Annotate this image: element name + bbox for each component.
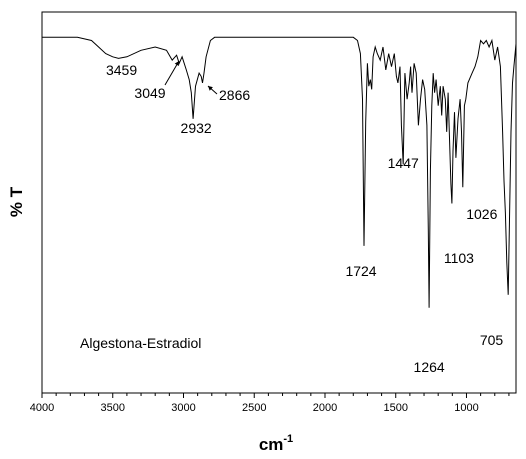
peak-label-2932: 2932 [181,120,212,136]
peak-annotations: 3459 3049 2932 2866 1724 1447 1264 1103 1026 705 [106,60,504,375]
y-axis-title: % T [7,186,26,217]
sample-label: Algestona-Estradiol [80,335,201,351]
peak-label-1103: 1103 [444,250,474,266]
peak-label-705: 705 [480,332,504,348]
spectrum-line [42,36,517,308]
x-tick-label: 3500 [101,402,125,414]
plot-frame [41,11,517,394]
x-tick-label: 1000 [454,402,478,414]
peak-label-1026: 1026 [466,206,497,222]
x-axis-title: cm-1 [259,433,293,454]
x-tick-label: 2500 [242,402,266,414]
peak-label-1264: 1264 [414,359,445,375]
x-tick-label: 4000 [30,402,54,414]
x-axis-ticks: 4000 3500 3000 2500 2000 1500 1000 [30,393,510,414]
x-axis-unit-exponent: -1 [283,433,293,445]
peak-label-2866: 2866 [219,87,250,103]
x-tick-label: 3000 [171,402,195,414]
peak-arrow-3049 [164,60,180,86]
peak-label-1724: 1724 [345,263,376,279]
peak-arrowhead-2866 [208,86,213,91]
peak-label-3459: 3459 [106,62,137,78]
x-axis-unit: cm [259,435,284,454]
x-tick-label: 2000 [313,402,337,414]
peak-arrowhead-3049 [174,61,179,66]
peak-label-1447: 1447 [388,155,419,171]
peak-label-3049: 3049 [134,85,165,101]
x-tick-label: 1500 [383,402,407,414]
